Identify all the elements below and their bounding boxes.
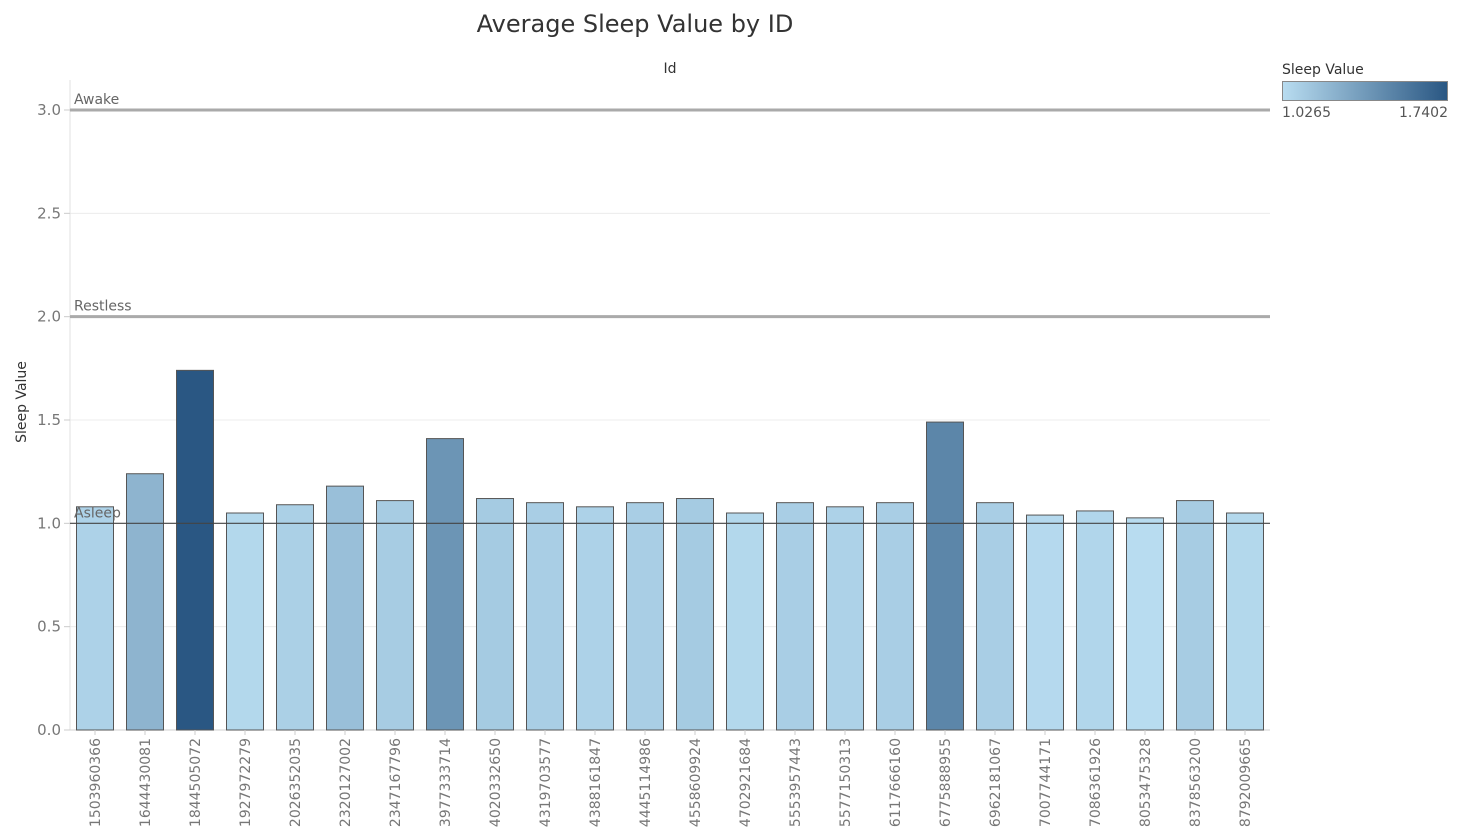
bar — [1176, 500, 1214, 731]
x-tick-label: 1927972279 — [238, 738, 254, 827]
color-legend: Sleep Value 1.0265 1.7402 — [1282, 62, 1454, 121]
x-tick-label: 7086361926 — [1088, 738, 1104, 827]
x-tick-label: 4319703577 — [538, 738, 554, 827]
bar — [876, 502, 914, 731]
bar — [126, 473, 164, 731]
legend-title: Sleep Value — [1282, 62, 1364, 78]
x-tick-label: 1644430081 — [138, 738, 154, 827]
chart-title: Average Sleep Value by ID — [476, 10, 794, 38]
x-tick-label: 4702921684 — [738, 738, 754, 827]
x-tick-label: 4558609924 — [688, 738, 704, 827]
bar — [1126, 517, 1164, 731]
y-tick-label: 0.0 — [37, 721, 61, 739]
x-tick-label: 3977333714 — [438, 738, 454, 827]
reference-line-label: Asleep — [74, 505, 121, 521]
x-tick-label: 8378563200 — [1188, 738, 1204, 827]
bar — [526, 502, 564, 731]
x-tick-label: 1503960366 — [88, 738, 104, 827]
bar — [426, 438, 464, 731]
bar — [276, 504, 314, 731]
bar — [826, 506, 864, 731]
x-tick-label: 6117666160 — [888, 738, 904, 827]
bar — [176, 369, 214, 731]
bar — [776, 502, 814, 731]
x-tick-label: 6962181067 — [988, 738, 1004, 827]
bar — [1226, 512, 1264, 731]
reference-line-label: Awake — [74, 92, 119, 108]
x-axis-label: Id — [663, 61, 676, 77]
bar — [726, 512, 764, 731]
x-tick-label: 2347167796 — [388, 738, 404, 827]
x-tick-label: 5553957443 — [788, 738, 804, 827]
y-axis-label: Sleep Value — [14, 361, 30, 443]
bar — [326, 485, 364, 731]
x-tick-label: 5577150313 — [838, 738, 854, 827]
reference-line-label: Restless — [74, 299, 132, 315]
x-tick-label: 6775888955 — [938, 738, 954, 827]
y-tick-label: 3.0 — [37, 101, 61, 119]
y-tick-label: 1.0 — [37, 514, 61, 532]
x-tick-label: 4388161847 — [588, 738, 604, 827]
bar — [476, 498, 514, 731]
y-tick-label: 2.0 — [37, 308, 61, 326]
y-tick-label: 0.5 — [37, 618, 61, 636]
x-tick-label: 1844505072 — [188, 738, 204, 827]
bar — [976, 502, 1014, 731]
x-tick-label: 7007744171 — [1038, 738, 1054, 827]
x-tick-label: 8053475328 — [1138, 738, 1154, 827]
x-tick-label: 4020332650 — [488, 738, 504, 827]
x-tick-label: 2320127002 — [338, 738, 354, 827]
bar — [1076, 510, 1114, 731]
x-tick-label: 4445114986 — [638, 738, 654, 827]
bar — [76, 506, 114, 731]
y-tick-label: 2.5 — [37, 204, 61, 222]
bar — [926, 421, 964, 731]
legend-max-label: 1.7402 — [1399, 105, 1448, 121]
bar — [226, 512, 264, 731]
bar — [576, 506, 614, 731]
x-tick-label: 8792009665 — [1238, 738, 1254, 827]
y-tick-label: 1.5 — [37, 411, 61, 429]
legend-gradient — [1282, 81, 1448, 101]
x-tick-label: 2026352035 — [288, 738, 304, 827]
bar — [626, 502, 664, 731]
bar — [1026, 514, 1064, 731]
bar — [676, 498, 714, 731]
bar — [376, 500, 414, 731]
legend-min-label: 1.0265 — [1282, 105, 1331, 121]
